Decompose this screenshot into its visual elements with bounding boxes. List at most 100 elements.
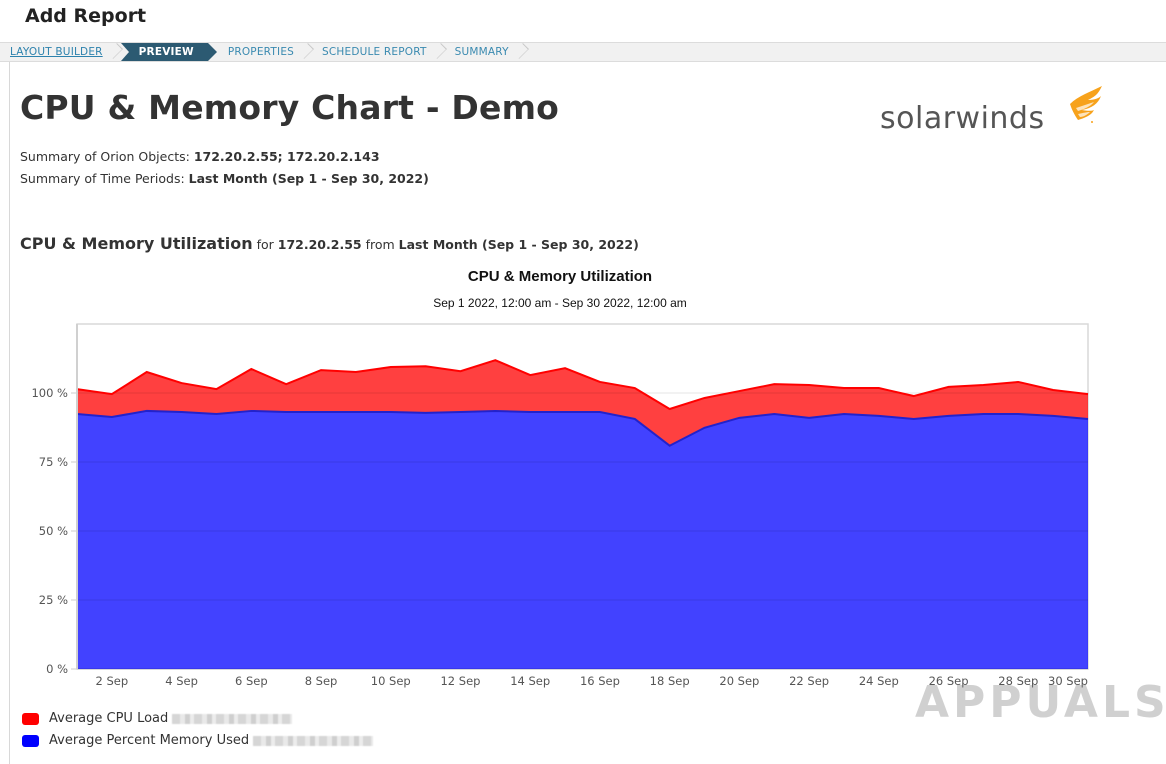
data-point-memory bbox=[320, 411, 322, 413]
y-tick-label: 50 % bbox=[39, 524, 68, 538]
data-point-memory bbox=[355, 411, 357, 413]
x-tick-label: 12 Sep bbox=[440, 674, 480, 688]
data-point-cpu bbox=[1087, 393, 1089, 395]
data-point-cpu bbox=[425, 365, 427, 367]
legend-item-memory[interactable]: Average Percent Memory Used bbox=[22, 733, 374, 748]
data-point-memory bbox=[948, 415, 950, 417]
wizard-steps: LAYOUT BUILDER PREVIEW PROPERTIES SCHEDU… bbox=[0, 42, 1166, 62]
data-point-cpu bbox=[320, 369, 322, 371]
data-point-cpu bbox=[564, 367, 566, 369]
chart-subtitle: Sep 1 2022, 12:00 am - Sep 30 2022, 12:0… bbox=[433, 296, 687, 310]
legend-swatch-cpu bbox=[22, 712, 39, 725]
data-point-cpu bbox=[390, 366, 392, 368]
data-point-cpu bbox=[355, 371, 357, 373]
redacted-value bbox=[253, 735, 374, 746]
data-point-memory bbox=[250, 410, 252, 412]
series-line-cpu bbox=[76, 359, 1089, 411]
report-preview-frame bbox=[9, 62, 1166, 764]
summary-time-periods: Summary of Time Periods: Last Month (Sep… bbox=[20, 171, 429, 186]
data-point-memory bbox=[215, 413, 217, 415]
data-point-memory bbox=[913, 418, 915, 420]
data-point-memory bbox=[878, 415, 880, 417]
data-point-cpu bbox=[738, 390, 740, 392]
data-point-memory bbox=[738, 417, 740, 419]
x-tick-label: 28 Sep bbox=[998, 674, 1038, 688]
data-point-memory bbox=[1087, 418, 1089, 420]
summary-objects-label: Summary of Orion Objects: bbox=[20, 149, 190, 164]
data-point-cpu bbox=[1052, 389, 1054, 391]
summary-orion-objects: Summary of Orion Objects: 172.20.2.55; 1… bbox=[20, 149, 380, 164]
data-point-cpu bbox=[146, 371, 148, 373]
data-point-cpu bbox=[459, 370, 461, 372]
series-area-memory bbox=[77, 410, 1088, 669]
x-tick-label: 6 Sep bbox=[235, 674, 268, 688]
x-tick-label: 20 Sep bbox=[719, 674, 759, 688]
data-point-memory bbox=[634, 418, 636, 420]
stacked-area-chart: 0 % 25 % 50 % 75 % 100 % 2 Sep 4 Sep 6 Sep 8 Sep… bbox=[31, 323, 1089, 688]
data-point-cpu bbox=[634, 387, 636, 389]
data-point-memory bbox=[669, 445, 671, 447]
wizard-step-label[interactable]: LAYOUT BUILDER bbox=[10, 46, 103, 58]
wizard-step-label: SUMMARY bbox=[454, 46, 509, 58]
chart-title: CPU & Memory Utilization bbox=[467, 268, 653, 285]
data-point-cpu bbox=[843, 387, 845, 389]
data-point-cpu bbox=[878, 387, 880, 389]
data-point-cpu bbox=[808, 384, 810, 386]
data-point-memory bbox=[808, 417, 810, 419]
data-point-memory bbox=[773, 413, 775, 415]
x-tick-label: 4 Sep bbox=[165, 674, 198, 688]
data-point-memory bbox=[529, 411, 531, 413]
y-tick-label: 25 % bbox=[39, 593, 68, 607]
data-point-memory bbox=[181, 411, 183, 413]
redacted-value bbox=[172, 713, 293, 724]
data-point-cpu bbox=[773, 383, 775, 385]
watermark: APPUALS bbox=[915, 677, 1166, 728]
x-tick-label: 26 Sep bbox=[929, 674, 969, 688]
data-point-cpu bbox=[704, 397, 706, 399]
x-tick-label: 10 Sep bbox=[371, 674, 411, 688]
x-tick-label: 30 Sep bbox=[1048, 674, 1088, 688]
wizard-step-label: PROPERTIES bbox=[227, 46, 295, 58]
data-point-cpu bbox=[181, 382, 183, 384]
data-point-cpu bbox=[948, 386, 950, 388]
x-tick-label: 8 Sep bbox=[305, 674, 338, 688]
section-from-label: from bbox=[365, 237, 395, 252]
data-point-cpu bbox=[1017, 381, 1019, 383]
summary-periods-value: Last Month (Sep 1 - Sep 30, 2022) bbox=[188, 171, 429, 186]
flame-icon bbox=[1070, 86, 1102, 123]
data-point-memory bbox=[1052, 415, 1054, 417]
y-tick-label: 100 % bbox=[31, 386, 68, 400]
wizard-step-layout-builder[interactable]: LAYOUT BUILDER bbox=[0, 43, 123, 61]
wizard-step-label: SCHEDULE REPORT bbox=[322, 46, 427, 58]
section-for-label: for bbox=[256, 237, 274, 252]
section-title-main: CPU & Memory Utilization bbox=[20, 234, 253, 253]
legend-label-cpu: Average CPU Load bbox=[49, 711, 169, 726]
y-tick-label: 75 % bbox=[39, 455, 68, 469]
data-point-memory bbox=[285, 411, 287, 413]
data-point-cpu bbox=[215, 388, 217, 390]
chart-section-title: CPU & Memory Utilization for 172.20.2.55… bbox=[20, 234, 639, 253]
wizard-step-summary[interactable]: SUMMARY bbox=[439, 43, 529, 61]
data-point-cpu bbox=[285, 383, 287, 385]
wizard-step-schedule-report[interactable]: SCHEDULE REPORT bbox=[306, 43, 447, 61]
summary-periods-label: Summary of Time Periods: bbox=[20, 171, 185, 186]
data-point-cpu bbox=[913, 395, 915, 397]
logo-text: solarwinds bbox=[880, 101, 1045, 136]
legend-item-cpu[interactable]: Average CPU Load bbox=[22, 711, 293, 726]
data-point-memory bbox=[459, 411, 461, 413]
data-point-cpu bbox=[669, 408, 671, 410]
wizard-step-preview[interactable]: PREVIEW bbox=[120, 43, 217, 61]
data-point-memory bbox=[111, 416, 113, 418]
data-point-cpu bbox=[494, 359, 496, 361]
data-point-cpu bbox=[529, 374, 531, 376]
data-point-cpu bbox=[982, 384, 984, 386]
series-line-memory bbox=[76, 409, 1089, 447]
report-title: CPU & Memory Chart - Demo bbox=[20, 88, 560, 127]
summary-objects-value: 172.20.2.55; 172.20.2.143 bbox=[193, 149, 380, 164]
section-node: 172.20.2.55 bbox=[277, 237, 362, 252]
data-point-memory bbox=[494, 410, 496, 412]
data-point-cpu bbox=[599, 381, 601, 383]
wizard-step-label: PREVIEW bbox=[138, 46, 194, 58]
data-point-memory bbox=[704, 427, 706, 429]
wizard-step-properties[interactable]: PROPERTIES bbox=[208, 43, 314, 61]
